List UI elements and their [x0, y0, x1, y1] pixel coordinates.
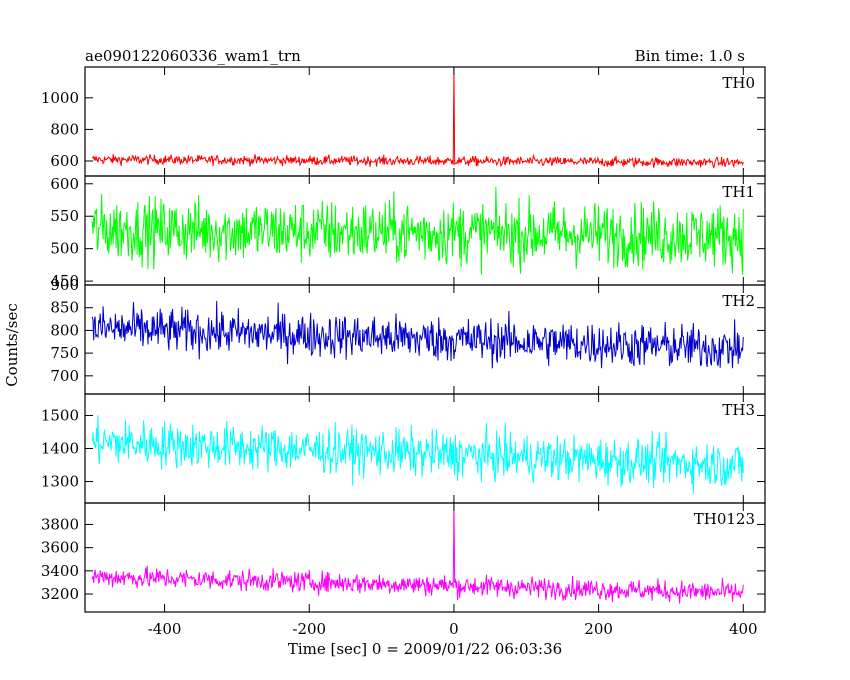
panel-th3: 1300 1400 1500 TH3	[41, 393, 766, 504]
y-tick-label: 3200	[41, 585, 79, 603]
y-tick-label: 1500	[41, 406, 79, 424]
x-tick-label: 0	[449, 620, 459, 638]
y-tick-label: 1000	[41, 89, 79, 107]
panel-label: TH0	[722, 74, 755, 92]
y-tick-label: 750	[50, 344, 79, 362]
series-line-th2	[91, 300, 744, 369]
y-tick-label: 600	[50, 175, 79, 193]
x-tick-label: -200	[292, 620, 326, 638]
panel-frame	[84, 502, 766, 613]
panel-label: TH1	[722, 183, 755, 201]
y-tick-label: 3400	[41, 562, 79, 580]
x-tick-label: 400	[729, 620, 758, 638]
series-line-th0123	[91, 503, 744, 604]
y-tick-label: 550	[50, 207, 79, 225]
x-tick-label: 200	[584, 620, 613, 638]
panel-th1: 450 500 550 600 TH1	[50, 175, 766, 290]
y-tick-label: 1300	[41, 473, 79, 491]
y-tick-label: 850	[50, 299, 79, 317]
bin-time-label: Bin time: 1.0 s	[635, 47, 745, 65]
panel-label: TH0123	[694, 510, 755, 528]
x-tick-labels: -400 -200 0 200 400	[148, 620, 758, 638]
panel-label: TH2	[722, 292, 755, 310]
chart-title: ae090122060336_wam1_trn	[85, 47, 301, 65]
y-tick-label: 800	[50, 120, 79, 138]
panel-label: TH3	[722, 401, 755, 419]
series-line-th3	[91, 415, 744, 494]
y-tick-label: 3600	[41, 539, 79, 557]
panel-th0123: 3200 3400 3600 3800 TH0123	[41, 502, 766, 613]
y-axis-label: Counts/sec	[3, 303, 21, 387]
panel-th2: 700 750 800 850 900 TH2	[50, 276, 766, 395]
y-tick-label: 800	[50, 321, 79, 339]
series-line-th0	[91, 67, 744, 169]
y-tick-label: 3800	[41, 515, 79, 533]
series-line-th1	[91, 187, 744, 275]
y-tick-label: 500	[50, 240, 79, 258]
panel-th0: 600 800 1000 TH0	[41, 66, 766, 177]
panels-group: 600 800 1000 TH0 450 500 550 600 TH1 700 750 800 850…	[41, 66, 766, 613]
y-tick-label: 600	[50, 152, 79, 170]
x-axis-label: Time [sec] 0 = 2009/01/22 06:03:36	[288, 640, 562, 658]
x-tick-label: -400	[148, 620, 182, 638]
y-tick-label: 900	[50, 276, 79, 294]
y-tick-label: 1400	[41, 440, 79, 458]
y-tick-label: 700	[50, 367, 79, 385]
y-tick-label: 450	[50, 272, 79, 290]
